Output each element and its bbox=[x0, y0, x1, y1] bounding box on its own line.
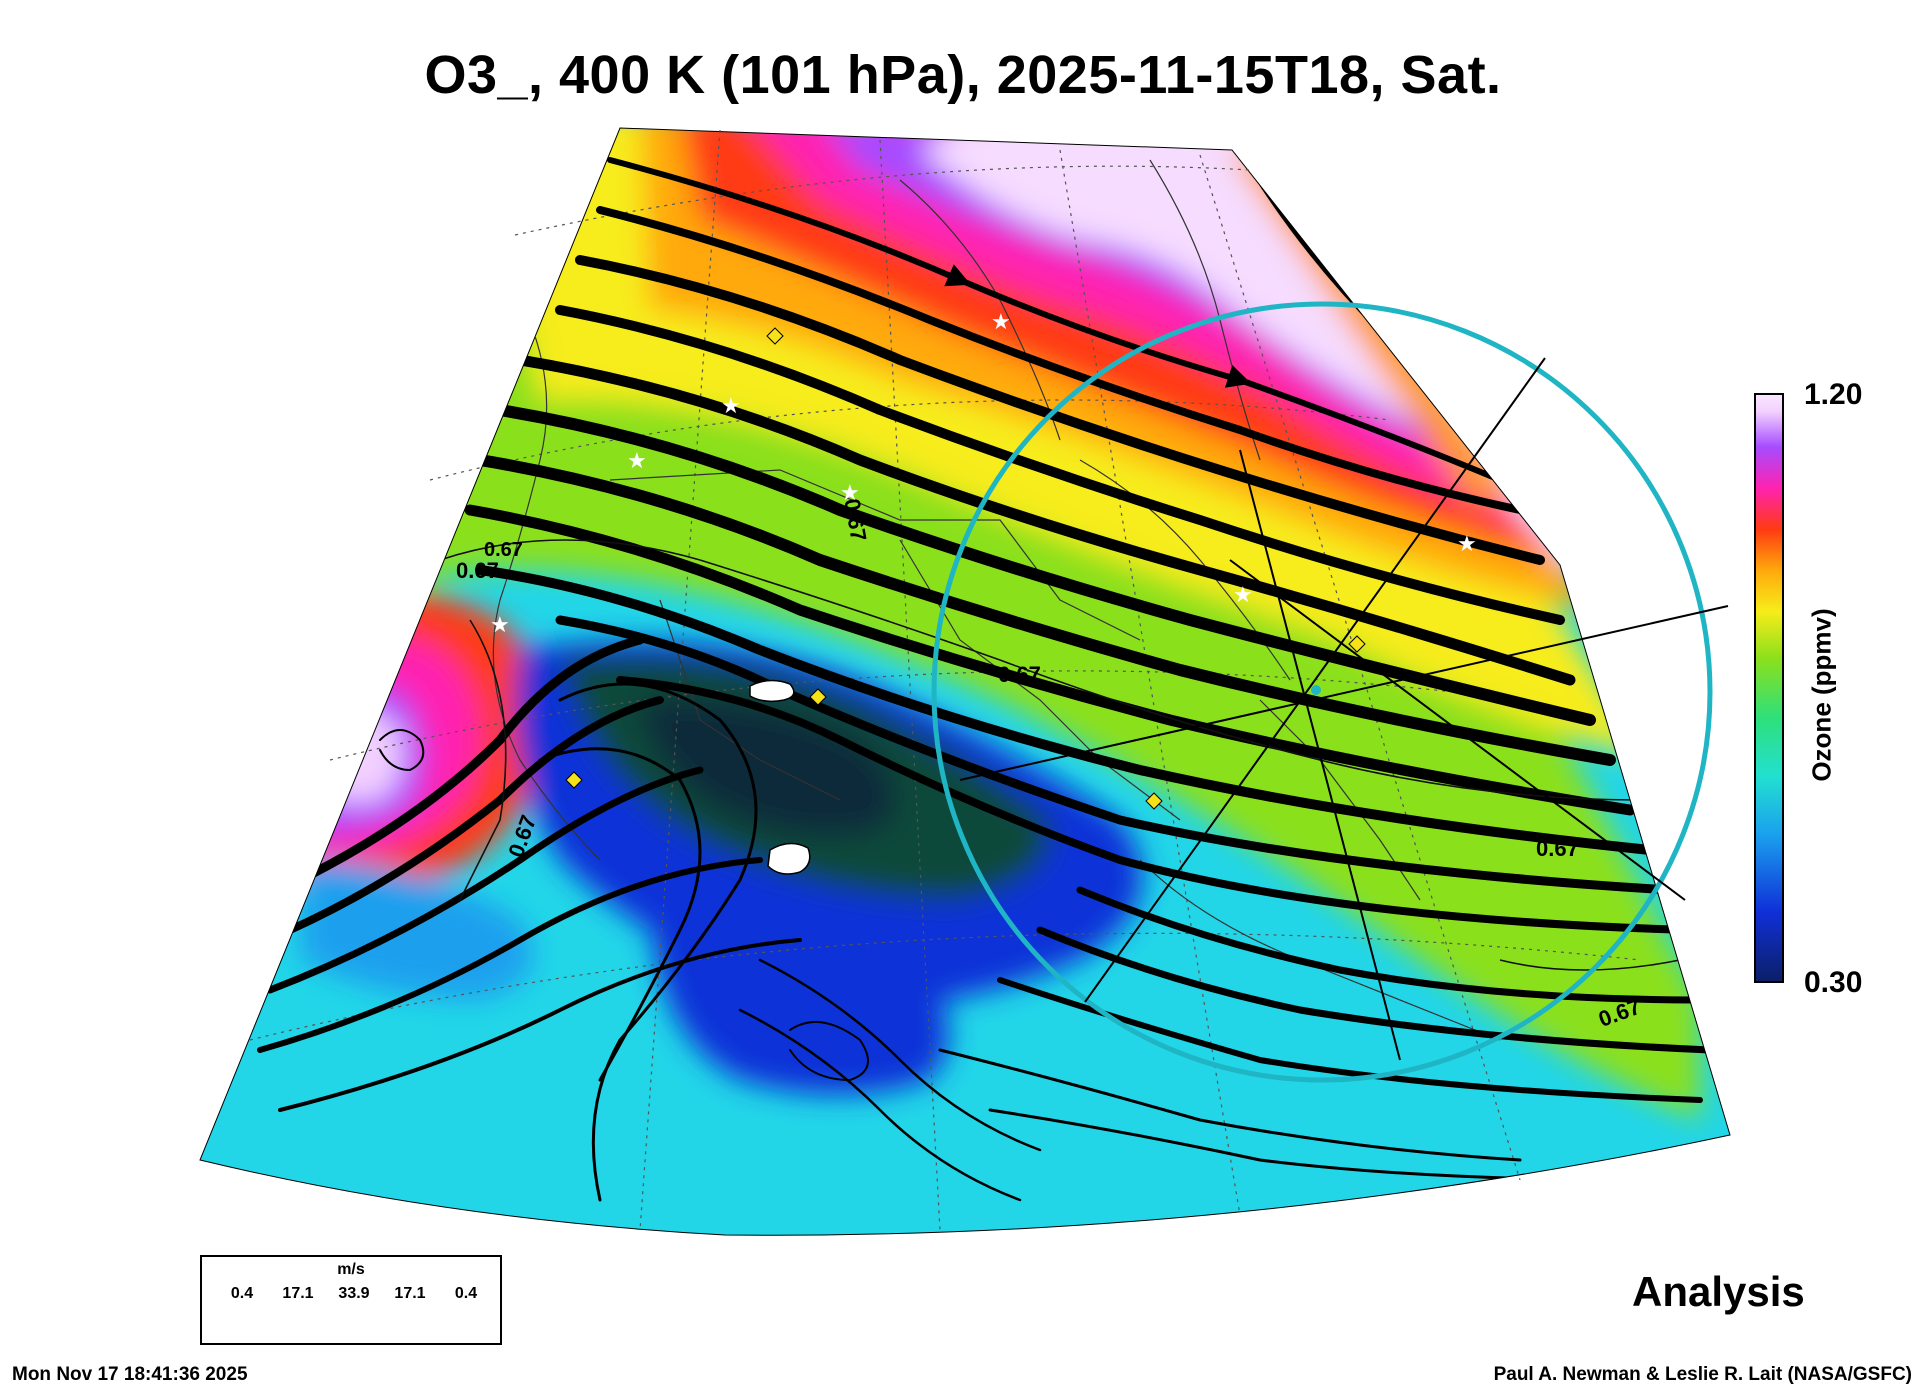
star-icon: ★ bbox=[1457, 532, 1477, 557]
star-icon: ★ bbox=[840, 481, 860, 506]
map-title: O3_, 400 K (101 hPa), 2025-11-15T18, Sat… bbox=[424, 45, 1502, 105]
star-icon: ★ bbox=[490, 613, 510, 638]
analysis-label: Analysis bbox=[1632, 1268, 1805, 1315]
colorbar-max-label: 1.20 bbox=[1804, 378, 1863, 411]
colorbar-title: Ozone (ppmv) bbox=[1806, 608, 1837, 782]
colorbar bbox=[1754, 393, 1784, 983]
wind-legend-unit: m/s bbox=[337, 1261, 365, 1278]
contour-label: 0.67 bbox=[456, 558, 499, 583]
wind-legend-value: 0.4 bbox=[230, 1285, 254, 1302]
contour-label: 0.67 bbox=[484, 539, 523, 561]
wind-legend-value: 17.1 bbox=[282, 1285, 314, 1302]
station-diamond bbox=[809, 688, 827, 706]
wind-streamlines bbox=[257, 147, 1714, 1202]
station-diamond bbox=[1145, 792, 1163, 810]
map-frame bbox=[199, 127, 1731, 1236]
wind-legend-value: 17.1 bbox=[394, 1285, 426, 1302]
generation-timestamp: Mon Nov 17 18:41:36 2025 bbox=[12, 1364, 248, 1385]
station-diamond bbox=[766, 327, 784, 345]
station-diamond bbox=[565, 771, 583, 789]
wind-speed-legend: m/s 0.4 17.1 33.9 17.1 0.4 bbox=[200, 1255, 502, 1345]
contour-label: 0.67 bbox=[998, 662, 1041, 687]
contour-label: 0.67 bbox=[1536, 836, 1579, 861]
star-icon: ★ bbox=[991, 310, 1011, 335]
station-diamond bbox=[1348, 635, 1366, 653]
wind-legend-value: 0.4 bbox=[454, 1285, 478, 1302]
star-markers: ★ ★ ★ ★ ★ ★ ★ bbox=[490, 310, 1477, 638]
missing-data-patches bbox=[749, 679, 811, 875]
star-icon: ★ bbox=[1233, 583, 1253, 608]
ozone-contours bbox=[439, 539, 1681, 971]
wind-legend-value: 33.9 bbox=[338, 1285, 370, 1302]
credits: Paul A. Newman & Leslie R. Lait (NASA/GS… bbox=[1493, 1364, 1912, 1385]
star-icon: ★ bbox=[721, 394, 741, 419]
vortex-circle bbox=[931, 301, 1729, 1083]
station-markers bbox=[565, 327, 1366, 810]
star-icon: ★ bbox=[627, 449, 647, 474]
colorbar-min-label: 0.30 bbox=[1804, 966, 1863, 999]
